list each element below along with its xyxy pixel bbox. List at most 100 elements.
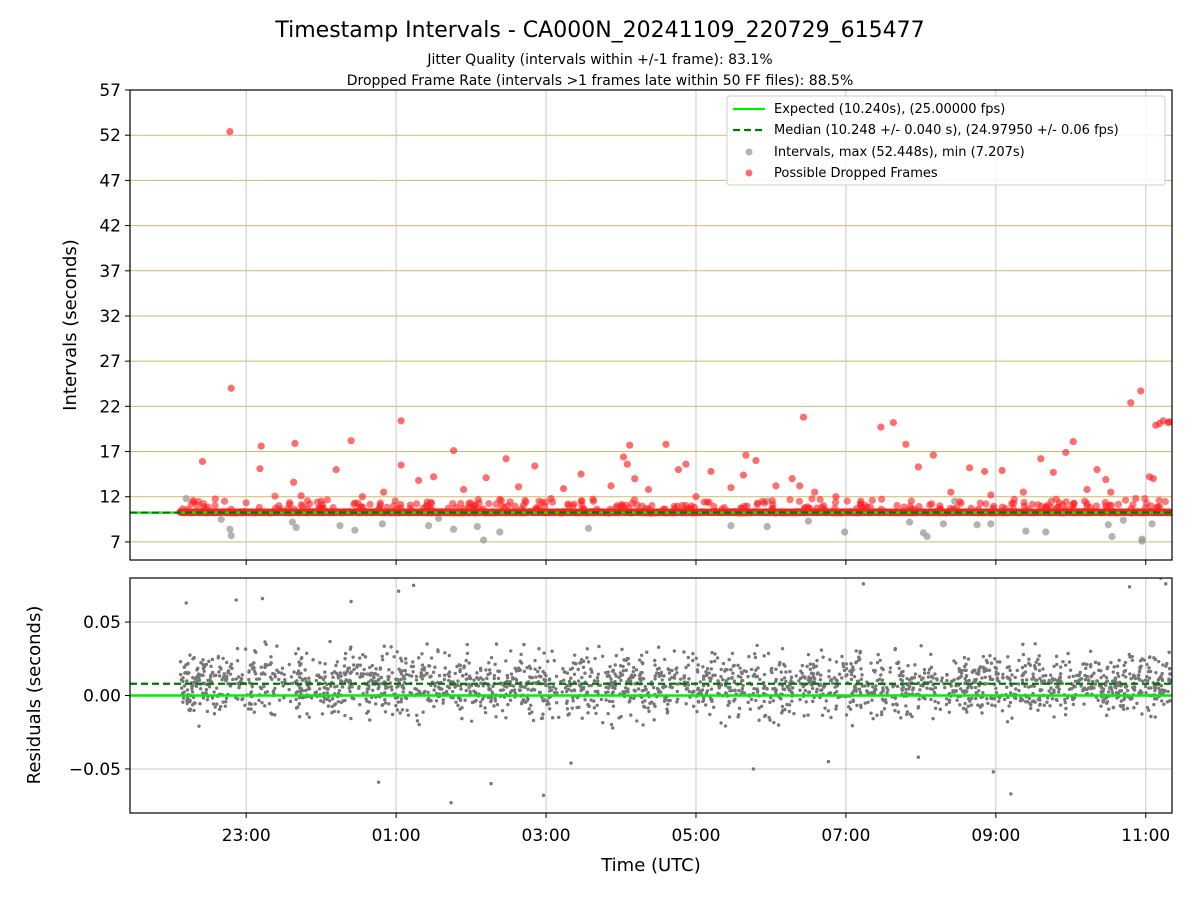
residual-point [527,664,532,668]
residual-point [1099,686,1104,690]
intervals-ytick-label: 52 [99,126,121,146]
intervals-ytick-label: 22 [99,397,121,417]
dropped-frame-point [291,439,299,448]
residual-point [918,674,922,679]
residual-point [317,687,322,691]
residual-point [854,649,858,653]
residual-point [431,670,436,674]
residual-point [479,681,483,685]
residual-point [453,671,457,676]
residual-point [541,699,546,703]
residual-point [960,668,964,673]
residual-point [1023,663,1028,668]
residual-point [511,684,516,688]
residual-point [1161,663,1165,667]
residual-point [1014,687,1018,691]
residual-point [561,666,565,671]
dropped-frame-point [559,484,568,493]
residual-point [273,686,277,691]
residual-point [186,662,190,666]
residual-point [348,678,352,683]
residual-point [620,647,624,652]
dropped-frame-point [796,482,804,490]
residual-point [859,705,863,709]
residual-point [729,667,733,672]
residual-point [1063,663,1068,667]
residual-point [1049,681,1053,685]
residual-point [361,672,366,676]
dropped-frame-point [769,504,777,512]
residual-point [626,662,631,666]
residual-point [1056,679,1060,683]
dropped-frame-point [949,505,958,513]
residual-point [652,718,656,722]
dropped-frame-point [1070,500,1078,508]
residual-point [399,672,404,676]
residual-point [514,677,518,681]
dropped-frame-point [514,483,523,491]
residual-point [707,671,711,675]
residual-point [830,681,835,686]
residual-point [701,684,706,688]
residual-point [272,672,277,677]
residual-point [197,724,201,728]
residual-point [594,711,598,716]
dropped-frame-point [623,460,631,468]
residual-point [586,660,591,664]
residual-point [819,648,824,652]
residual-point [192,701,196,705]
residual-point [879,666,884,670]
residual-point [684,702,688,706]
residual-point [959,687,963,691]
residual-point [368,718,372,722]
residual-point [557,715,561,720]
residual-point [464,658,468,663]
residual-point [429,656,434,660]
residual-point [1156,659,1161,664]
residual-point [216,656,220,660]
residual-point [811,699,815,704]
residual-point [198,673,202,677]
residual-point [682,675,686,679]
residual-point [806,690,811,695]
residual-point [1167,650,1171,655]
residual-point [519,661,524,665]
dropped-frame-point [742,451,750,459]
dropped-frame-point [1127,504,1135,513]
residual-point [695,709,699,714]
residual-point [588,674,592,679]
residual-point [993,704,997,708]
residual-point [645,650,649,654]
residual-point [325,682,329,687]
residual-point [586,711,590,715]
residual-point [1010,673,1014,677]
residual-point [257,677,262,681]
residual-point [1109,660,1113,665]
residual-point [634,668,639,672]
residual-point [855,679,860,684]
residual-point [1125,706,1130,711]
residual-point [1113,679,1117,683]
residual-point [947,700,952,704]
residual-point [670,685,675,690]
residual-point [871,716,875,721]
residual-point [441,698,445,702]
residual-point [888,666,893,670]
residual-point [1067,675,1071,679]
residual-point [575,705,579,710]
residual-point [548,685,552,689]
residual-point [573,653,577,657]
residual-point [267,701,272,706]
residual-point [1046,696,1050,700]
residual-point [820,713,825,717]
residual-point [1118,689,1122,693]
residual-point [907,678,912,682]
residual-point [1153,686,1158,690]
residual-point [599,697,604,702]
dropped-frame-point [290,478,298,486]
residual-point [922,667,927,672]
residual-point [179,686,184,690]
residual-point [666,702,670,706]
residual-point [774,667,778,671]
residual-point [687,677,691,681]
